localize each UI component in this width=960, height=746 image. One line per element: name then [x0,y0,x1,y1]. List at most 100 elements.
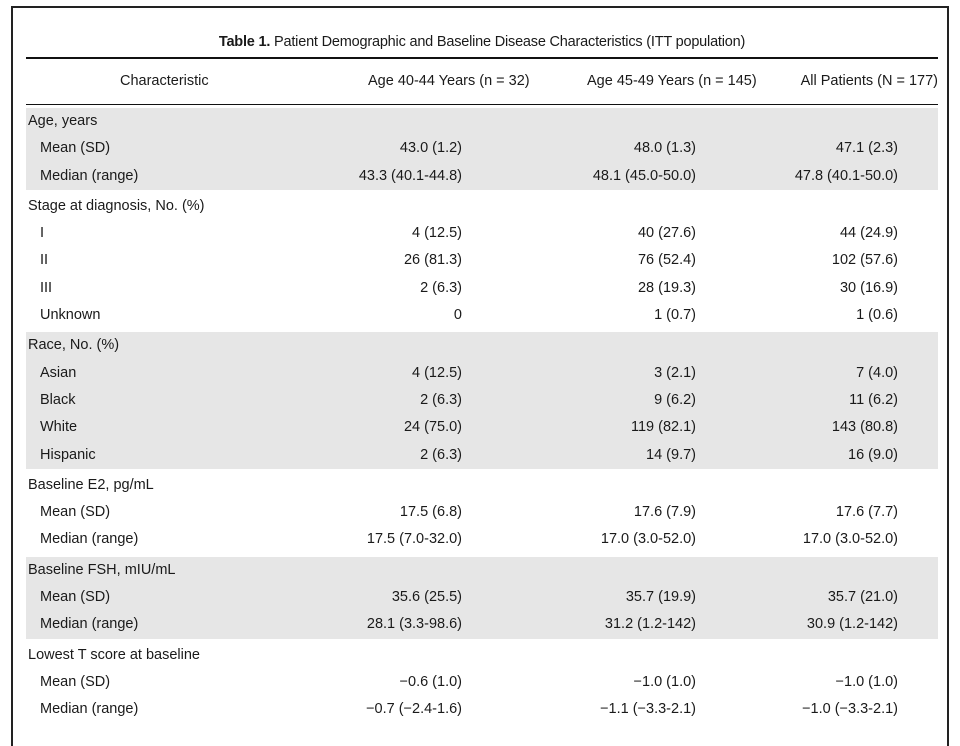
section-separator [26,638,938,642]
section-separator [26,553,938,557]
table-row: White 24 (75.0) 119 (82.1) 143 (80.8) [26,414,938,441]
section-separator [26,189,938,193]
cell-col-age-45-49: 31.2 (1.2-142) [604,616,696,633]
section-header-row: Stage at diagnosis, No. (%) [26,193,938,220]
cell-col-age-45-49: 17.6 (7.9) [633,504,696,521]
cell-col-age-45-49: 40 (27.6) [637,225,696,242]
section-header-row: Lowest T score at baseline [26,642,938,669]
table-row: Mean (SD) 35.6 (25.5) 35.7 (19.9) 35.7 (21.… [26,584,938,611]
section-label: Lowest T score at baseline [28,646,200,663]
row-label: III [40,279,53,296]
cell-col-age-45-49: 17.0 (3.0-52.0) [600,531,696,548]
row-label: Hispanic [40,446,96,463]
cell-col-all-patients: 1 (0.6) [856,307,898,324]
table-row: Black 2 (6.3) 9 (6.2) 11 (6.2) [26,387,938,414]
cell-col-all-patients: 17.0 (3.0-52.0) [802,531,898,548]
section-separator [26,468,938,472]
table-row: Median (range) 17.5 (7.0-32.0) 17.0 (3.0-5… [26,526,938,553]
cell-col-age-45-49: 119 (82.1) [630,419,696,436]
cell-col-age-45-49: 3 (2.1) [654,364,696,381]
table-row: Mean (SD) 43.0 (1.2) 48.0 (1.3) 47.1 (2.3) [26,135,938,162]
table-section: Race, No. (%) Asian 4 (12.5) 3 (2.1) 7 (4.0)… [26,332,938,469]
table-title-text: Patient Demographic and Baseline Disease… [270,34,746,50]
table-row: II 26 (81.3) 76 (52.4) 102 (57.6) [26,247,938,274]
cell-col-all-patients: 17.6 (7.7) [835,504,898,521]
cell-col-age-45-49: 9 (6.2) [654,391,696,408]
cell-col-age-40-44: 4 (12.5) [412,225,462,242]
table-header-rule [26,104,938,105]
table-section: Baseline FSH, mIU/mL Mean (SD) 35.6 (25.5)… [26,556,938,639]
page-frame [11,6,949,746]
cell-col-age-45-49: 48.1 (45.0-50.0) [592,167,696,184]
header-age-40-44: Age 40-44 Years (n = 32) [368,73,530,89]
section-label: Baseline FSH, mIU/mL [28,561,176,578]
cell-col-age-40-44: 26 (81.3) [403,252,462,269]
row-label: Median (range) [40,167,139,184]
cell-col-age-40-44: 2 (6.3) [420,279,462,296]
cell-col-age-45-49: 28 (19.3) [637,279,696,296]
table-header: Characteristic Age 40-44 Years (n = 32) … [26,58,938,104]
cell-col-age-40-44: 2 (6.3) [420,391,462,408]
cell-col-age-45-49: −1.0 (1.0) [633,673,696,690]
cell-col-age-40-44: 4 (12.5) [412,364,462,381]
table-row: Mean (SD) 17.5 (6.8) 17.6 (7.9) 17.6 (7.7) [26,499,938,526]
cell-col-all-patients: 30 (16.9) [839,279,898,296]
cell-col-all-patients: 35.7 (21.0) [827,589,898,606]
row-label: Mean (SD) [40,673,111,690]
cell-col-age-40-44: 43.0 (1.2) [399,140,462,157]
cell-col-age-40-44: 17.5 (7.0-32.0) [366,531,462,548]
row-label: I [40,225,45,242]
section-label: Stage at diagnosis, No. (%) [28,197,205,214]
table-row: I 4 (12.5) 40 (27.6) 44 (24.9) [26,220,938,247]
cell-col-all-patients: 143 (80.8) [831,419,898,436]
cell-col-all-patients: 47.8 (40.1-50.0) [794,167,898,184]
header-characteristic: Characteristic [120,73,209,89]
row-label: Mean (SD) [40,589,111,606]
row-label: Median (range) [40,616,139,633]
cell-col-age-40-44: 35.6 (25.5) [391,589,462,606]
row-label: White [40,419,78,436]
section-header-row: Baseline E2, pg/mL [26,472,938,499]
table-row: Median (range) 43.3 (40.1-44.8) 48.1 (45.0… [26,163,938,190]
section-separator [26,329,938,333]
table-top-rule [26,57,938,59]
table-section: Stage at diagnosis, No. (%) I 4 (12.5) 40 (… [26,193,938,329]
table-row: Unknown 0 1 (0.7) 1 (0.6) [26,302,938,329]
cell-col-age-40-44: 24 (75.0) [403,419,462,436]
cell-col-all-patients: 47.1 (2.3) [835,140,898,157]
table-title: Table 1. Patient Demographic and Baselin… [26,28,938,56]
table-row: Median (range) 28.1 (3.3-98.6) 31.2 (1.2-1… [26,611,938,638]
table-row: III 2 (6.3) 28 (19.3) 30 (16.9) [26,275,938,302]
table-row: Median (range) −0.7 (−2.4-1.6) −1.1 (−3.3-… [26,696,938,723]
cell-col-all-patients: 44 (24.9) [839,225,898,242]
section-label: Baseline E2, pg/mL [28,476,154,493]
section-label: Race, No. (%) [28,337,120,354]
cell-col-all-patients: 16 (9.0) [848,446,898,463]
table-section: Baseline E2, pg/mL Mean (SD) 17.5 (6.8) 17.… [26,472,938,554]
cell-col-all-patients: −1.0 (−3.3-2.1) [802,701,898,718]
row-label: Unknown [40,307,101,324]
cell-col-age-40-44: −0.6 (1.0) [399,673,462,690]
row-label: Median (range) [40,531,139,548]
header-age-45-49: Age 45-49 Years (n = 145) [587,73,757,89]
cell-col-age-45-49: −1.1 (−3.3-2.1) [600,701,696,718]
cell-col-all-patients: 30.9 (1.2-142) [806,616,898,633]
table-section: Age, years Mean (SD) 43.0 (1.2) 48.0 (1.3) 4… [26,108,938,190]
cell-col-age-40-44: 2 (6.3) [420,446,462,463]
cell-col-all-patients: 102 (57.6) [831,252,898,269]
row-label: Black [40,391,76,408]
table-body: Age, years Mean (SD) 43.0 (1.2) 48.0 (1.3) 4… [26,108,938,724]
cell-col-age-40-44: −0.7 (−2.4-1.6) [366,701,462,718]
row-label: II [40,252,49,269]
section-header-row: Race, No. (%) [26,332,938,359]
table-row: Mean (SD) −0.6 (1.0) −1.0 (1.0) −1.0 (1.0) [26,669,938,696]
cell-col-age-45-49: 1 (0.7) [654,307,696,324]
section-label: Age, years [28,113,98,129]
table-row: Hispanic 2 (6.3) 14 (9.7) 16 (9.0) [26,442,938,469]
row-label: Mean (SD) [40,504,111,521]
cell-col-all-patients: 7 (4.0) [856,364,898,381]
section-header-row: Baseline FSH, mIU/mL [26,557,938,584]
row-label: Median (range) [40,701,139,718]
cell-col-age-45-49: 14 (9.7) [646,446,696,463]
table-row: Asian 4 (12.5) 3 (2.1) 7 (4.0) [26,360,938,387]
